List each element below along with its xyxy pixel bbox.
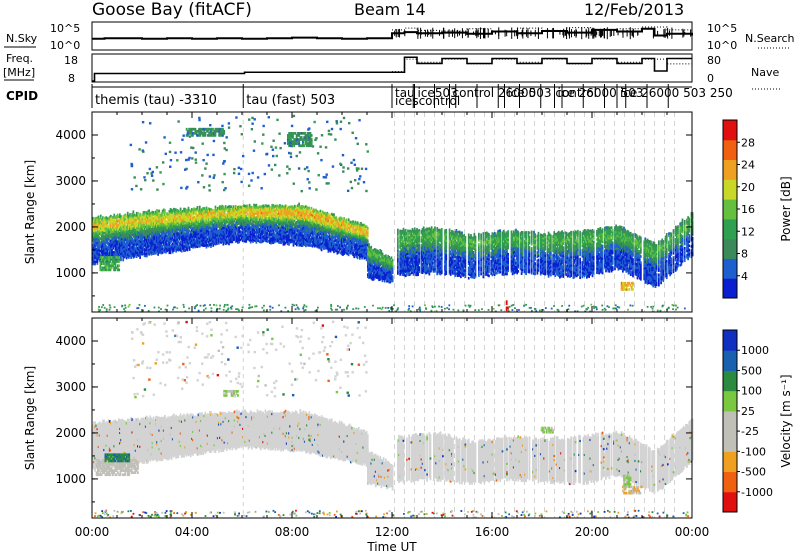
- power-cell: [367, 239, 369, 242]
- nsky-tick-lo: 10^0: [50, 39, 80, 52]
- power-cell: [298, 203, 300, 206]
- power-cell: [197, 206, 199, 209]
- freq-label-line2: [MHz]: [3, 66, 35, 79]
- noise-plot: [92, 27, 692, 39]
- power-cell: [392, 275, 394, 278]
- power-cell: [341, 217, 343, 220]
- power-cell: [335, 216, 337, 219]
- power-cell: [180, 208, 182, 211]
- power-cell: [133, 210, 135, 213]
- power-cell: [199, 206, 201, 209]
- freq-tick-lo: 8: [68, 72, 75, 85]
- nsearch-tick-lo: 10^0: [707, 39, 737, 52]
- freq-series-0: [92, 57, 692, 81]
- power-cell: [139, 213, 141, 216]
- power-cell: [164, 209, 166, 212]
- power-cell: [392, 259, 394, 262]
- cpid-bar: themis (tau) -3310 tau (fast) 503 tauicesc…: [92, 84, 733, 108]
- nave-label: Nave: [751, 66, 779, 79]
- power-cell: [215, 206, 217, 209]
- nsky-tick-hi: 10^5: [50, 22, 80, 35]
- nsky-label: N.Sky: [6, 32, 38, 45]
- power-cell: [343, 217, 345, 220]
- power-cell: [320, 210, 322, 213]
- power-cell: [110, 215, 112, 218]
- nave-tick-lo: 0: [707, 72, 714, 85]
- power-cell: [333, 213, 335, 216]
- power-cell: [391, 256, 393, 259]
- power-cell: [158, 210, 160, 213]
- cpid-label-0: themis (tau) -3310: [95, 93, 217, 108]
- nave-tick-hi: 80: [707, 54, 721, 67]
- cpid-label: CPID: [6, 89, 38, 103]
- power-cell: [368, 243, 370, 246]
- power-cell: [206, 207, 208, 210]
- nsearch-label: N.Search: [745, 32, 795, 45]
- power-cell: [370, 246, 372, 249]
- freq-tick-hi: 18: [64, 54, 78, 67]
- power-cell: [308, 207, 310, 210]
- power-cell: [137, 212, 139, 215]
- freq-label-line1: Freq.: [6, 52, 33, 65]
- power-cell: [311, 207, 313, 210]
- power-cell: [127, 212, 129, 215]
- power-cell: [256, 204, 258, 207]
- power-cell: [113, 214, 115, 217]
- power-cell: [346, 219, 348, 222]
- power-cell: [367, 227, 369, 230]
- power-cell: [98, 216, 100, 219]
- cpid-label-8: ice 26000 503 250: [620, 86, 733, 100]
- cpid-label-1: tau (fast) 503: [246, 93, 335, 108]
- nsearch-tick-hi: 10^5: [707, 22, 737, 35]
- power-cell: [385, 254, 387, 257]
- date-title: 12/Feb/2013: [584, 0, 684, 19]
- beam-title: Beam 14: [354, 0, 426, 19]
- freq-plot: [92, 57, 692, 81]
- station-title: Goose Bay (fitACF): [92, 0, 252, 20]
- power-cell: [100, 215, 102, 218]
- power-cell: [381, 250, 383, 253]
- power-cell: [247, 205, 249, 208]
- power-cell: [148, 209, 150, 212]
